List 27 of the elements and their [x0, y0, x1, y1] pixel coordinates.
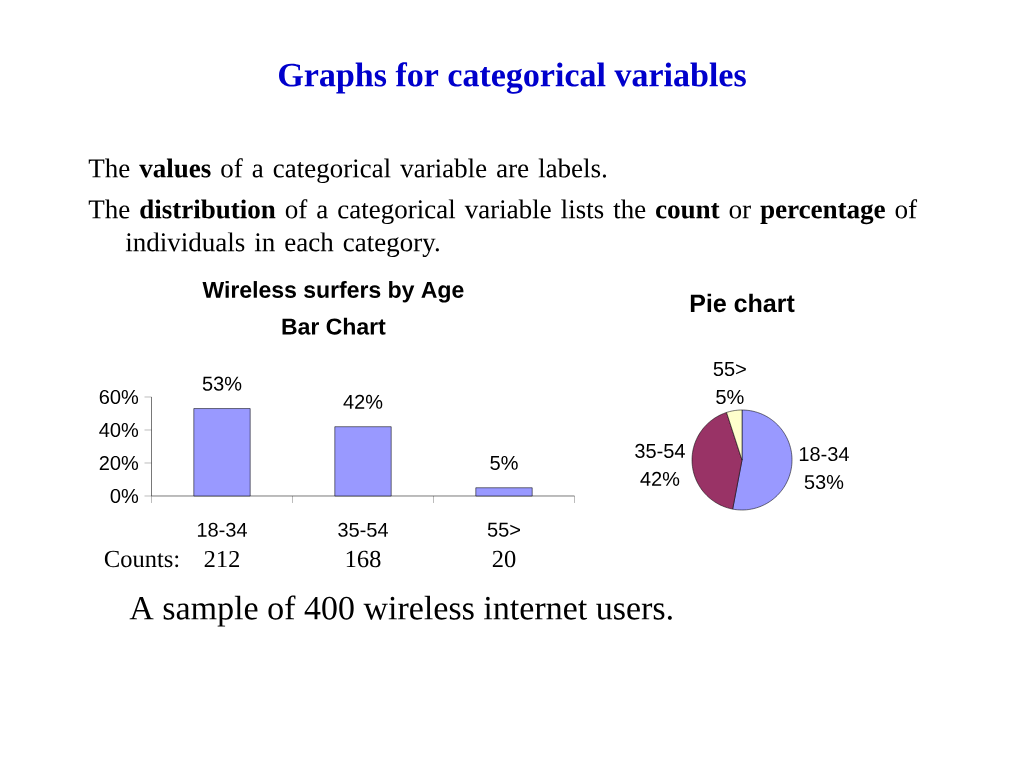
x-tick-label: 35-54	[338, 522, 388, 537]
text: 168	[346, 550, 381, 568]
data-label: 5%	[716, 390, 744, 405]
y-tick-label: 40%	[99, 422, 139, 438]
y-tick-label: 20%	[99, 455, 139, 471]
data-label: 42%	[343, 394, 383, 409]
slice-label: 18-34	[799, 446, 849, 462]
text: 20	[492, 550, 516, 568]
text: 212	[204, 550, 240, 568]
slice-label: 55>	[713, 362, 746, 377]
y-tick-label: 0%	[110, 488, 139, 504]
chart-title: Pie chart	[690, 293, 795, 313]
data-label: 42%	[640, 471, 680, 486]
slice-label: 35-54	[635, 443, 685, 458]
chart-subtitle: Bar Chart	[282, 317, 386, 335]
text: Graphs for categorical variables	[279, 62, 746, 94]
y-tick-label: 60%	[99, 389, 139, 405]
chart-title: Wireless surfers by Age	[202, 281, 464, 303]
x-tick-label: 55>	[487, 522, 520, 537]
x-tick-label: 18-34	[197, 522, 247, 537]
text: A sample of 400 wireless internet users.	[129, 595, 672, 627]
data-label: 53%	[804, 474, 844, 490]
data-label: 5%	[490, 455, 518, 470]
data-label: 53%	[202, 376, 242, 391]
text: Counts:	[104, 550, 179, 568]
text: The distribution of a categorical variable lists the count or percentage of individuals in each category.	[88, 199, 918, 257]
text: The values of a categorical variable are labels.	[88, 158, 607, 184]
